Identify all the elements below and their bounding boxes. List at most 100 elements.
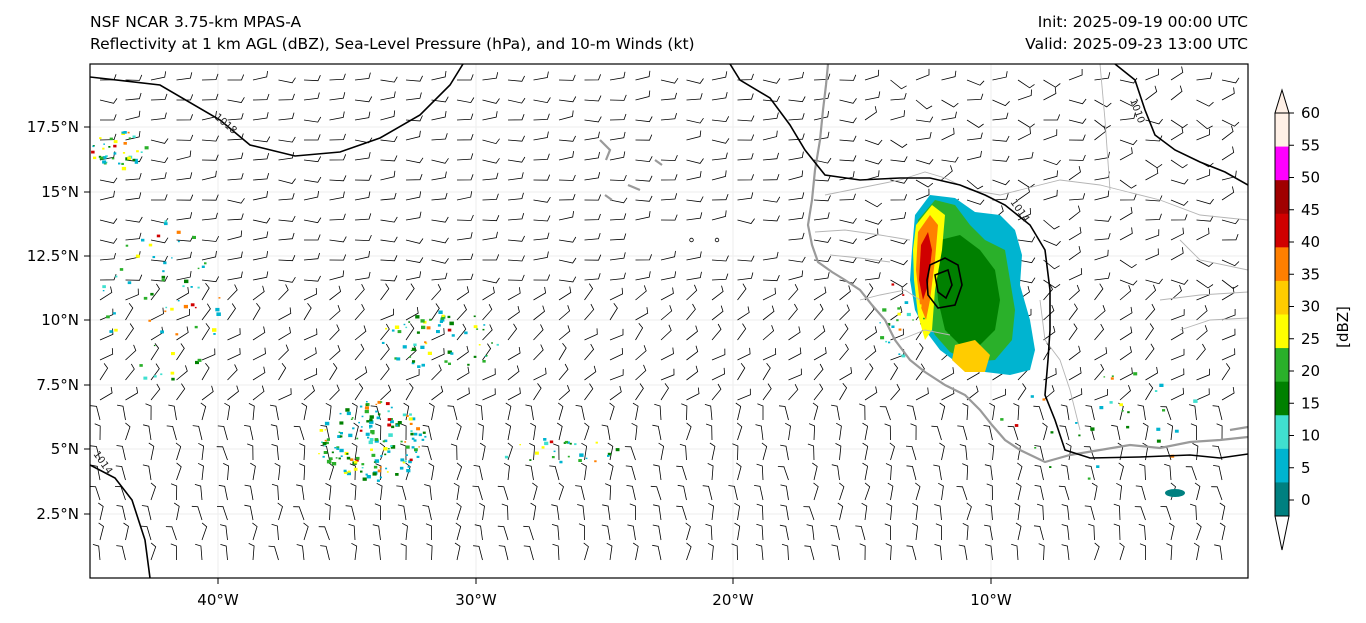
wind-barb	[278, 112, 295, 121]
wind-barb	[635, 156, 653, 163]
wind-barb	[778, 405, 789, 421]
wind-barb	[558, 384, 570, 401]
echo-cell	[125, 244, 129, 247]
wind-barb	[660, 347, 674, 361]
wind-barb	[1017, 257, 1036, 264]
wind-barb	[884, 423, 891, 441]
echo-cell	[365, 432, 370, 436]
wind-barb	[252, 385, 265, 401]
wind-barb	[938, 482, 944, 501]
wind-barb	[584, 232, 601, 241]
wind-barb	[1221, 125, 1234, 141]
wind-barb	[906, 465, 917, 481]
echo-cell	[197, 267, 200, 270]
wind-barb	[354, 325, 367, 341]
wind-barb	[376, 482, 383, 501]
wind-barb	[1094, 249, 1109, 261]
wind-barb	[320, 425, 330, 441]
wind-barb	[581, 442, 588, 461]
wind-barb	[482, 231, 498, 241]
wind-barb	[456, 273, 474, 281]
wind-barb	[329, 92, 346, 101]
wind-barb	[1135, 485, 1146, 501]
wind-barb	[227, 271, 243, 281]
valid-time: Valid: 2025-09-23 13:00 UTC	[1025, 35, 1248, 53]
wind-barb	[380, 136, 398, 143]
wind-barb	[1119, 285, 1132, 301]
wind-barb	[354, 366, 368, 381]
wind-barb	[533, 344, 544, 361]
wind-barb	[686, 284, 698, 301]
echo-cell	[348, 470, 351, 473]
wind-barb	[1196, 72, 1213, 81]
wind-barb	[456, 174, 474, 181]
wind-barb	[1137, 404, 1146, 421]
wind-barb	[227, 173, 244, 181]
wind-barb	[1068, 193, 1086, 201]
echo-cell	[325, 441, 329, 445]
wind-barb	[962, 403, 969, 421]
wind-barb	[1068, 345, 1081, 361]
wind-barb	[1094, 347, 1108, 361]
wind-barb	[329, 363, 338, 381]
wind-barb	[405, 92, 422, 101]
wind-barb	[962, 523, 969, 541]
echo-cell	[391, 425, 395, 429]
wind-barb	[660, 368, 675, 381]
wind-barb	[252, 326, 266, 341]
wind-barb	[431, 258, 449, 264]
wind-barb	[1190, 423, 1197, 440]
wind-barb	[577, 504, 585, 521]
wind-barb	[431, 328, 445, 341]
echo-cell	[411, 347, 416, 351]
wind-barb	[551, 504, 560, 521]
echo-cell	[607, 454, 610, 457]
echo-cell	[123, 142, 127, 145]
echo-cell	[322, 455, 325, 458]
echo-cell	[1000, 418, 1004, 421]
wind-barb	[268, 545, 279, 561]
wind-barb	[533, 251, 549, 261]
echo-cell	[1096, 465, 1100, 468]
echo-cell	[111, 157, 115, 160]
echo-cell	[891, 325, 895, 328]
wind-barb	[890, 383, 901, 401]
wind-barb	[1221, 348, 1236, 361]
echo-cell	[361, 467, 364, 469]
wind-barb	[507, 192, 524, 201]
wind-barb	[889, 442, 895, 461]
wind-barb	[686, 196, 704, 203]
wind-barb	[375, 463, 382, 481]
wind-barb	[584, 365, 597, 381]
echo-cell	[379, 466, 382, 469]
wind-barb	[632, 402, 639, 421]
wind-barb	[813, 286, 827, 301]
wind-barb	[813, 175, 831, 182]
echo-cell	[164, 222, 168, 226]
wind-barb	[90, 445, 101, 461]
wind-barb	[601, 424, 611, 441]
wind-barb	[1196, 325, 1208, 341]
wind-barb	[1113, 503, 1121, 521]
wind-barb	[1167, 422, 1174, 441]
echo-cell	[482, 360, 486, 363]
wind-barb	[711, 116, 730, 123]
echo-cell	[476, 328, 479, 330]
echo-cell	[473, 315, 476, 318]
wind-barb	[1196, 305, 1208, 321]
echo-cell	[549, 440, 554, 444]
wind-barb	[1068, 205, 1081, 221]
echo-cell	[360, 470, 363, 473]
wind-barb	[839, 218, 857, 224]
wind-barb	[303, 275, 321, 282]
wind-barb	[150, 482, 157, 501]
wind-barb	[303, 252, 320, 261]
echo-cell	[1049, 466, 1052, 468]
wind-barb	[941, 111, 957, 121]
wind-barb	[609, 272, 626, 281]
echo-cell	[170, 371, 175, 375]
wind-barb	[252, 217, 271, 224]
echo-cell	[339, 412, 342, 415]
wind-barb	[274, 462, 281, 481]
echo-cell	[888, 341, 891, 344]
